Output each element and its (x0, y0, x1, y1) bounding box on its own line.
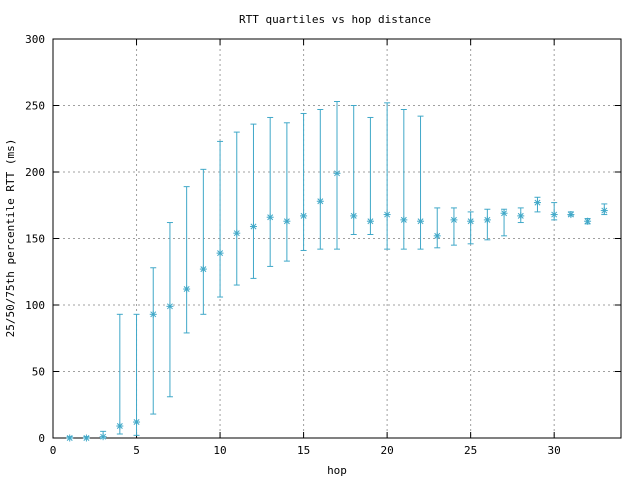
median-marker (216, 249, 224, 257)
median-marker (567, 211, 575, 219)
median-marker (183, 285, 191, 293)
median-marker (500, 209, 508, 217)
data-point-hop-3 (99, 430, 107, 441)
data-series (66, 101, 608, 442)
median-marker (133, 418, 141, 426)
median-marker (517, 212, 525, 220)
median-marker (550, 211, 558, 219)
data-point-hop-32 (584, 217, 592, 225)
data-point-hop-29 (533, 196, 541, 213)
data-point-hop-19 (366, 116, 374, 236)
median-marker (383, 211, 391, 219)
y-tick-label: 0 (38, 432, 45, 445)
data-point-hop-27 (500, 208, 508, 237)
data-point-hop-18 (350, 105, 358, 236)
data-point-hop-24 (450, 207, 458, 246)
y-tick-label: 200 (25, 166, 45, 179)
data-point-hop-33 (600, 203, 608, 216)
data-point-hop-11 (233, 131, 241, 286)
y-tick-label: 50 (32, 366, 45, 379)
x-tick-label: 5 (133, 444, 140, 457)
median-marker (99, 433, 107, 441)
median-marker (467, 217, 475, 225)
data-point-hop-13 (266, 116, 274, 267)
x-tick-label: 20 (380, 444, 393, 457)
data-point-hop-5 (133, 313, 141, 436)
data-point-hop-16 (316, 108, 324, 250)
median-marker (283, 217, 291, 225)
data-point-hop-10 (216, 140, 224, 298)
data-point-hop-17 (333, 101, 341, 250)
chart-title: RTT quartiles vs hop distance (239, 13, 431, 26)
data-point-hop-28 (517, 207, 525, 224)
data-point-hop-7 (166, 222, 174, 398)
median-marker (350, 212, 358, 220)
median-marker (199, 265, 207, 273)
data-point-hop-14 (283, 122, 291, 262)
y-tick-label: 250 (25, 100, 45, 113)
data-point-hop-15 (300, 112, 308, 251)
median-marker (116, 422, 124, 430)
data-point-hop-25 (467, 211, 475, 245)
data-point-hop-6 (149, 267, 157, 415)
median-marker (66, 434, 74, 442)
median-marker (166, 302, 174, 310)
median-marker (366, 217, 374, 225)
median-marker (584, 217, 592, 225)
data-point-hop-20 (383, 102, 391, 250)
data-point-hop-30 (550, 202, 558, 221)
median-marker (249, 223, 257, 231)
y-tick-label: 100 (25, 299, 45, 312)
x-axis-label: hop (327, 464, 347, 477)
data-point-hop-23 (433, 207, 441, 249)
y-tick-label: 150 (25, 233, 45, 246)
median-marker (333, 169, 341, 177)
data-point-hop-31 (567, 211, 575, 219)
axis-ticks: 0 50 100 150 200 250 300 0 5 10 15 20 25 30 (25, 33, 621, 457)
x-tick-label: 25 (464, 444, 477, 457)
median-marker (533, 199, 541, 207)
data-point-hop-4 (116, 313, 124, 435)
data-point-hop-1 (66, 434, 74, 442)
median-marker (316, 197, 324, 205)
median-marker (600, 207, 608, 215)
data-point-hop-26 (483, 208, 491, 241)
median-marker (300, 212, 308, 220)
median-marker (417, 217, 425, 225)
median-marker (233, 229, 241, 237)
median-marker (450, 216, 458, 224)
median-marker (483, 216, 491, 224)
x-tick-label: 30 (548, 444, 561, 457)
data-point-hop-22 (417, 115, 425, 250)
x-tick-label: 0 (50, 444, 57, 457)
median-marker (82, 434, 90, 442)
median-marker (149, 310, 157, 318)
median-marker (400, 216, 408, 224)
y-tick-label: 300 (25, 33, 45, 46)
data-point-hop-21 (400, 108, 408, 250)
median-marker (433, 232, 441, 240)
x-tick-label: 15 (297, 444, 310, 457)
data-point-hop-2 (82, 434, 90, 442)
y-axis-label: 25/50/75th percentile RTT (ms) (4, 139, 17, 338)
x-tick-label: 10 (213, 444, 226, 457)
data-point-hop-8 (183, 186, 191, 334)
data-point-hop-9 (199, 168, 207, 315)
median-marker (266, 213, 274, 221)
data-point-hop-12 (249, 123, 257, 279)
